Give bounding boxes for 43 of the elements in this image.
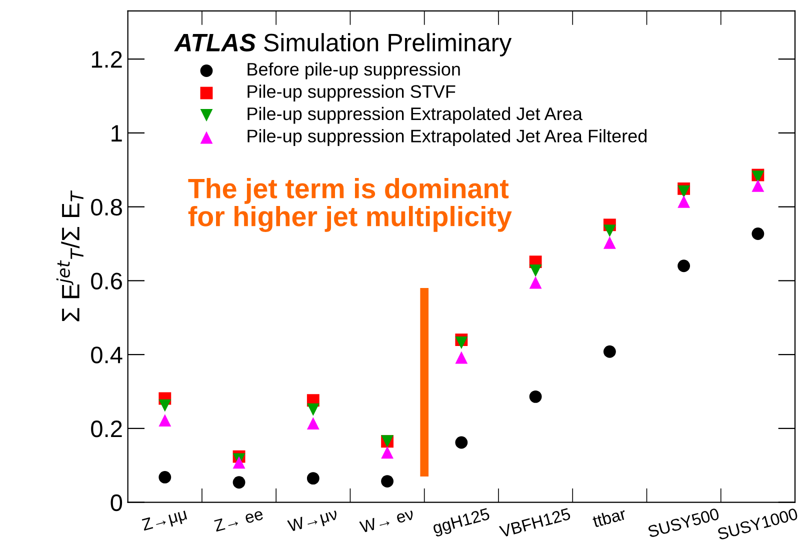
y-tick-label: 1.2 — [92, 51, 122, 68]
legend-label: Before pile-up suppression — [248, 62, 460, 80]
point — [306, 417, 320, 430]
point — [455, 336, 468, 349]
point — [529, 276, 542, 289]
legend-label: Pile-up suppression Extrapolated Jet Area Filtered — [248, 129, 647, 146]
point — [381, 446, 394, 459]
y-tick-label: 0.8 — [91, 198, 122, 216]
point — [455, 436, 468, 449]
point — [232, 476, 246, 489]
point — [603, 224, 616, 238]
point — [752, 180, 764, 192]
point — [678, 185, 690, 198]
point — [529, 390, 542, 403]
y-tick-label: 0.2 — [91, 420, 122, 438]
y-tick-label: 0 — [110, 494, 122, 512]
x-tick-label: Z→ ee — [214, 508, 264, 532]
y-tick-label: 1 — [112, 125, 122, 142]
legend-label: Pile-up suppression STVF — [248, 84, 456, 102]
point — [158, 414, 172, 427]
point — [678, 260, 690, 272]
point — [529, 264, 542, 277]
point — [603, 236, 616, 249]
x-tick-label: W→ eν — [359, 508, 414, 534]
text: ATLAS Simulation Preliminary — [174, 33, 512, 56]
point — [381, 475, 394, 488]
x-tick-label: Z→μμ — [141, 508, 188, 534]
point — [158, 399, 172, 412]
x-tick-label: ttbar — [592, 507, 627, 528]
point — [158, 471, 172, 484]
legend-label: Pile-up suppression Extrapolated Jet Area — [248, 106, 582, 124]
point — [232, 456, 246, 469]
y-axis-title: Σ E$^{jet}$$_{T}$/Σ E$_{T}$ — [56, 190, 84, 322]
y-tick-label: 0.4 — [91, 346, 122, 364]
point — [678, 195, 690, 208]
y-tick-label: 0.6 — [91, 272, 122, 290]
point — [752, 228, 764, 240]
x-tick-label: W→μν — [287, 508, 339, 535]
point — [306, 403, 320, 416]
point — [306, 472, 320, 485]
annotation: The jet term is dominant for higher jet multiplicity — [188, 178, 512, 232]
point — [455, 351, 468, 364]
point — [603, 345, 616, 358]
